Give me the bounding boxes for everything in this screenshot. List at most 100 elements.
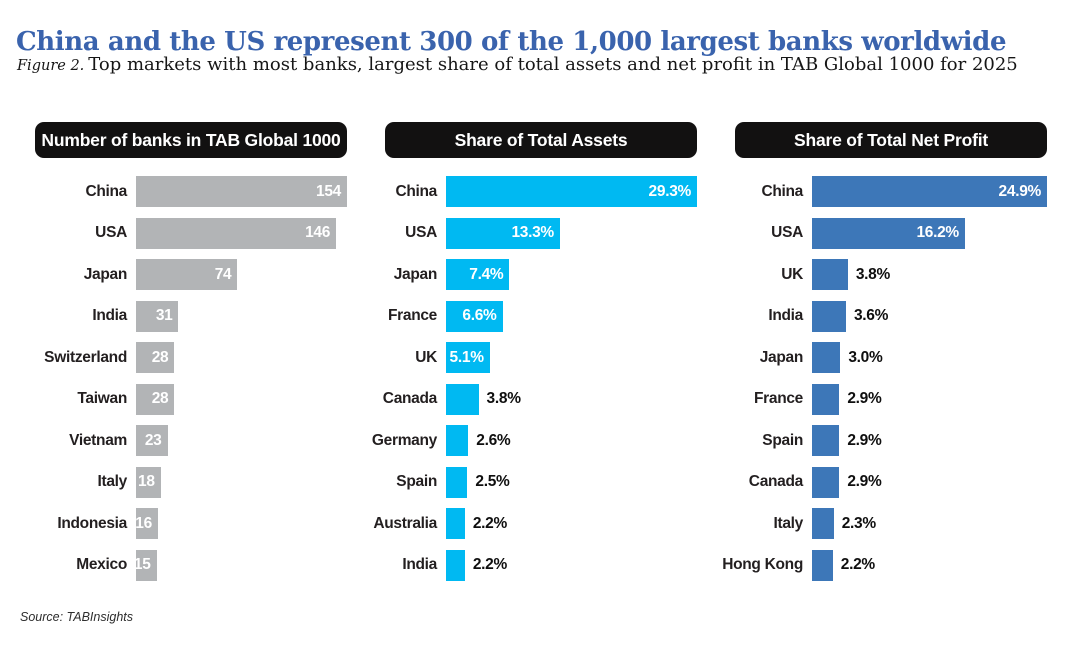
bar-track: 28	[136, 383, 347, 415]
bar: 5.1%	[446, 342, 490, 374]
category-label: China	[761, 182, 803, 200]
bar: 154	[136, 176, 347, 208]
bar-track: 74	[136, 259, 347, 291]
chart-row: Switzerland 28	[35, 337, 347, 379]
bar	[812, 300, 846, 332]
category-label: Canada	[382, 390, 438, 408]
value-label: 7.4%	[469, 265, 504, 283]
chart-row: France 6.6%	[385, 296, 697, 338]
chart-row: Italy 18	[35, 462, 347, 504]
value-label: 28	[151, 348, 169, 366]
chart-header-net-profit: Share of Total Net Profit	[735, 122, 1047, 158]
chart-row: Germany 2.6%	[371, 420, 697, 462]
bar-track: 28	[136, 342, 347, 374]
bar-track: 2.9%	[812, 425, 1047, 457]
bar: 31	[136, 300, 179, 332]
bar-track: 31	[136, 300, 347, 332]
chart-row: Vietnam 23	[35, 420, 347, 462]
bar-track: 2.5%	[446, 466, 697, 498]
chart-row: UK 3.8%	[735, 254, 1047, 296]
bar-track: 7.4%	[446, 259, 697, 291]
page-subtitle: Figure 2. Top markets with most banks, la…	[17, 54, 1018, 75]
category-label: Australia	[373, 514, 437, 532]
bar	[812, 549, 833, 581]
value-label: 6.6%	[462, 307, 497, 325]
bar: 16.2%	[812, 217, 965, 249]
bar-track: 6.6%	[446, 300, 697, 332]
value-label: 16.2%	[916, 224, 959, 242]
chart-row: Australia 2.2%	[373, 503, 697, 545]
bar	[446, 383, 479, 415]
chart-row: Spain 2.5%	[385, 462, 697, 504]
bar-track: 16.2%	[812, 217, 1047, 249]
category-label: Taiwan	[77, 390, 127, 408]
bar: 28	[136, 342, 175, 374]
category-label: USA	[405, 224, 437, 242]
value-label: 146	[305, 224, 331, 242]
figure-number-label: Figure 2.	[17, 58, 85, 74]
bar-track: 18	[136, 466, 347, 498]
value-label: 154	[316, 182, 341, 200]
bar-track: 15	[134, 549, 347, 581]
value-label: 16	[135, 514, 152, 532]
bar-track: 2.2%	[812, 549, 1047, 581]
value-label: 2.2%	[472, 556, 507, 574]
bar: 7.4%	[446, 259, 510, 291]
bar-track: 3.8%	[812, 259, 1047, 291]
category-label: USA	[95, 224, 127, 242]
value-label: 13.3%	[511, 224, 554, 242]
chart-rows-net-profit: China 24.9% USA 16.2% UK 3.8% India 3.6% Japan 3.…	[722, 171, 1047, 587]
category-label: France	[753, 390, 803, 408]
category-label: China	[85, 182, 127, 200]
category-label: Japan	[759, 348, 804, 366]
chart-row: Italy 2.3%	[735, 503, 1047, 545]
category-label: USA	[771, 224, 803, 242]
value-label: 2.9%	[847, 473, 882, 491]
bar: 146	[136, 217, 337, 249]
category-label: UK	[781, 265, 803, 283]
chart-share-of-total-assets: Share of Total Assets China 29.3% USA 13.3%…	[371, 122, 697, 586]
bar-track: 2.6%	[446, 425, 697, 457]
value-label: 18	[138, 473, 155, 491]
category-label: Mexico	[76, 556, 127, 574]
source-note: Source: TABInsights	[20, 610, 134, 624]
chart-row: India 31	[35, 296, 347, 338]
bar-track: 5.1%	[446, 342, 697, 374]
bar-track: 2.2%	[446, 508, 697, 540]
bar-track: 23	[136, 425, 347, 457]
value-label: 2.5%	[475, 473, 510, 491]
value-label: 29.3%	[648, 182, 692, 200]
chart-row: China 29.3%	[385, 171, 697, 213]
category-label: India	[92, 307, 127, 325]
chart-row: Spain 2.9%	[735, 420, 1047, 462]
category-label: Switzerland	[44, 348, 127, 366]
value-label: 74	[214, 265, 232, 283]
bar-track: 3.6%	[812, 300, 1047, 332]
category-label: Canada	[748, 473, 804, 491]
chart-header-assets: Share of Total Assets	[385, 122, 697, 158]
value-label: 28	[151, 390, 169, 408]
chart-row: Canada 2.9%	[735, 462, 1047, 504]
bar: 23	[136, 425, 168, 457]
bar: 16	[135, 508, 158, 540]
value-label: 2.9%	[847, 390, 882, 408]
bar-track: 2.2%	[446, 549, 697, 581]
bar-track: 3.8%	[446, 383, 697, 415]
value-label: 5.1%	[449, 348, 484, 366]
value-label: 2.3%	[841, 514, 876, 532]
category-label: Germany	[371, 431, 437, 449]
chart-row: France 2.9%	[735, 379, 1047, 421]
bar: 28	[136, 383, 175, 415]
category-label: Spain	[396, 473, 437, 491]
value-label: 2.2%	[472, 514, 507, 532]
bar-track: 2.9%	[812, 466, 1047, 498]
value-label: 2.2%	[840, 556, 875, 574]
bar: 18	[136, 466, 161, 498]
value-label: 3.8%	[486, 390, 521, 408]
chart-row: Hong Kong 2.2%	[722, 545, 1047, 587]
value-label: 2.6%	[476, 431, 511, 449]
category-label: UK	[415, 348, 437, 366]
chart-row: USA 13.3%	[385, 213, 697, 255]
category-label: India	[402, 556, 437, 574]
